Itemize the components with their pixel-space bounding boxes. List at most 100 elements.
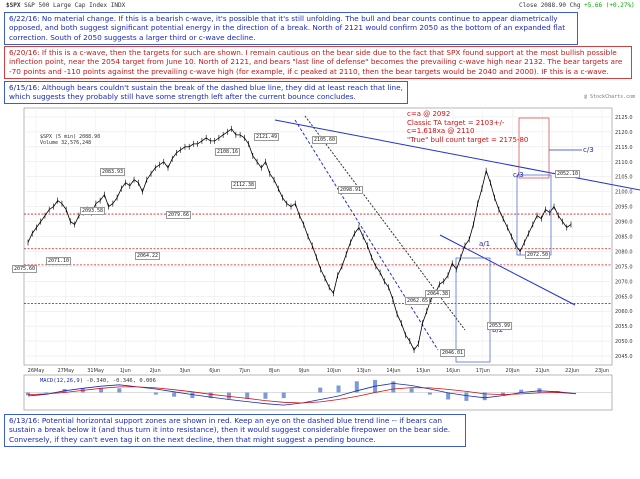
macd-hist-bar <box>427 392 432 395</box>
x-tick-label: 1Jun <box>120 368 131 374</box>
x-tick-label: 21Jun <box>535 368 549 374</box>
wave-label-c3-target: c/3 <box>583 146 594 154</box>
macd-hist-bar <box>464 392 469 401</box>
macd-hist-bar <box>208 392 213 399</box>
y-tick-label: 2125.0 <box>615 115 633 121</box>
dashed-black-trendline <box>304 115 466 331</box>
series-label: $SPX (5 min) 2088.90 <box>40 134 101 140</box>
x-tick-label: 23Jun <box>595 368 609 374</box>
macd-hist-bar <box>153 392 158 395</box>
x-tick-label: 26May <box>28 368 45 374</box>
dashed-blue-trendline <box>294 119 439 351</box>
y-tick-label: 2065.0 <box>615 294 633 300</box>
price-tag: 2072.50 <box>525 251 551 259</box>
price-tag: 2052.10 <box>555 170 581 178</box>
macd-hist-bar <box>99 388 104 393</box>
macd-hist-bar <box>391 381 396 393</box>
x-tick-label: 17Jun <box>476 368 490 374</box>
price-tag: 2112.38 <box>231 181 257 189</box>
x-tick-label: 27May <box>57 368 74 374</box>
price-tag: 2105.60 <box>312 136 338 144</box>
y-tick-label: 2055.0 <box>615 324 633 330</box>
macd-hist-bar <box>409 388 414 393</box>
x-tick-label: 9Jun <box>299 368 310 374</box>
macd-label: MACD(12,26,9) -0.340, -0.346, 0.006 <box>40 378 156 384</box>
price-tag: 2062.65 <box>405 297 431 305</box>
price-tag: 2108.16 <box>215 148 241 156</box>
x-tick-label: 10Jun <box>327 368 341 374</box>
y-tick-label: 2075.0 <box>615 264 633 270</box>
price-tag: 2093.58 <box>80 207 106 215</box>
price-tag: 2053.99 <box>487 322 513 330</box>
macd-hist-bar <box>117 388 122 393</box>
y-tick-label: 2070.0 <box>615 279 633 285</box>
macd-hist-bar <box>537 388 542 393</box>
y-tick-label: 2080.0 <box>615 249 633 255</box>
symbol-description: S&P 500 Large Cap Index <box>24 2 108 9</box>
macd-hist-bar <box>446 392 451 400</box>
wave-label-a1: a/1 <box>479 240 491 248</box>
x-tick-label: 14Jun <box>386 368 400 374</box>
macd-signal-line <box>27 386 577 404</box>
x-tick-label: 31May <box>87 368 104 374</box>
chart-header: $SPX S&P 500 Large Cap Index INDX <box>6 2 125 9</box>
price-tag: 2121.49 <box>254 133 280 141</box>
target-callout: c=a @ 2092 Classic TA target = 2103+/- c… <box>407 110 529 144</box>
x-tick-label: 7Jun <box>239 368 250 374</box>
price-tag: 2064.22 <box>135 252 161 260</box>
y-tick-label: 2045.0 <box>615 354 633 360</box>
volume-label: Volume 32,576,248 <box>40 140 92 146</box>
x-tick-label: 15Jun <box>416 368 430 374</box>
price-tag: 2075.60 <box>12 265 38 273</box>
y-tick-label: 2100.0 <box>615 190 633 196</box>
x-tick-label: 16Jun <box>446 368 460 374</box>
price-tag: 2079.66 <box>166 211 192 219</box>
y-tick-label: 2085.0 <box>615 235 633 241</box>
x-tick-label: 3Jun <box>179 368 190 374</box>
macd-hist-bar <box>263 392 268 399</box>
macd-hist-bar <box>172 392 177 397</box>
y-tick-label: 2095.0 <box>615 205 633 211</box>
y-tick-label: 2110.0 <box>615 160 633 166</box>
y-tick-label: 2115.0 <box>615 145 633 151</box>
date-x-axis: 26May 27May 31May 1Jun 2Jun 3Jun 6Jun 7Jun 8Jun 9… <box>28 368 609 374</box>
chart-grid <box>24 108 612 365</box>
lower-blue-trendline <box>439 234 576 306</box>
price-tag: 2098.91 <box>338 186 364 194</box>
support-levels <box>24 213 612 304</box>
target-box <box>455 257 491 363</box>
macd-hist-bar <box>482 392 487 401</box>
y-tick-label: 2105.0 <box>615 175 633 181</box>
price-tag: 2083.93 <box>100 168 126 176</box>
macd-hist-bar <box>318 387 323 393</box>
macd-hist-bar <box>354 381 359 393</box>
price-tag: 2071.10 <box>46 257 72 265</box>
wave-boxes <box>455 117 582 363</box>
x-tick-label: 8Jun <box>269 368 280 374</box>
y-tick-label: 2120.0 <box>615 130 633 136</box>
watermark: @ StockCharts.com <box>584 94 636 100</box>
price-y-axis: 2125.0 2120.0 2115.0 2110.0 2105.0 2100.0 2095… <box>615 115 633 360</box>
upper-blue-trendline <box>274 119 640 191</box>
note-jun22: 6/22/16: No material change. If this is … <box>4 12 578 45</box>
note-jun15: 6/15/16: Although bears couldn't sustain… <box>4 81 408 104</box>
macd-panel <box>23 374 613 411</box>
close-readout: Close 2088.90 Chg +5.66 (+0.27%) <box>519 2 635 9</box>
macd-hist-bar <box>190 392 195 399</box>
macd-hist-bar <box>226 392 231 399</box>
macd-hist-bar <box>44 392 49 394</box>
price-series <box>27 125 572 354</box>
macd-hist-bar <box>281 392 286 399</box>
macd-hist-bar <box>245 392 250 399</box>
price-tag: 2064.38 <box>425 290 451 298</box>
wave-label-c3: c/3 <box>513 171 524 179</box>
exchange: INDX <box>110 2 126 9</box>
x-tick-label: 6Jun <box>209 368 220 374</box>
symbol: $SPX <box>6 2 21 9</box>
note-jun20: 6/20/16: If this is a c-wave, then the t… <box>4 46 632 79</box>
macd-hist-bar <box>500 392 505 395</box>
y-tick-label: 2060.0 <box>615 309 633 315</box>
target-box <box>518 117 550 179</box>
x-tick-label: 22Jun <box>565 368 579 374</box>
